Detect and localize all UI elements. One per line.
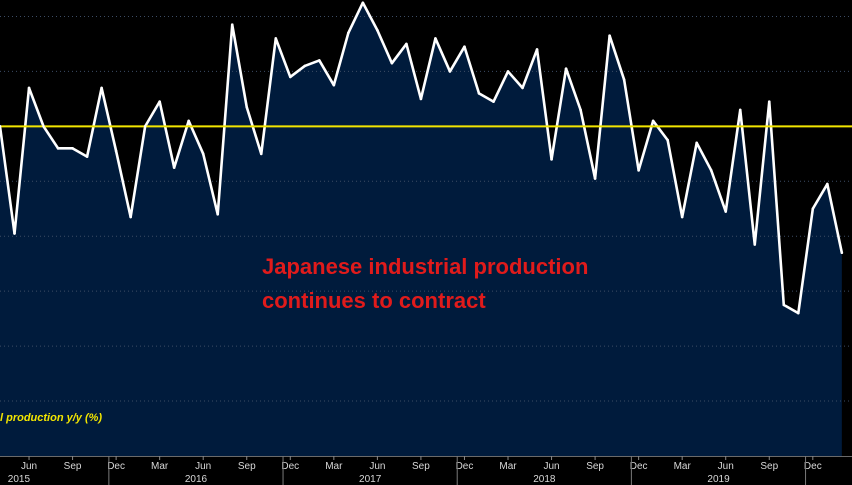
x-tick-label: Sep — [760, 461, 778, 472]
data-point — [361, 1, 365, 5]
data-point — [477, 92, 481, 95]
data-point — [347, 31, 350, 35]
data-point — [680, 215, 684, 219]
data-point — [13, 232, 16, 235]
data-point — [56, 147, 60, 150]
area-fill — [0, 2, 842, 457]
data-point — [521, 86, 524, 90]
data-point — [579, 108, 582, 112]
data-point — [143, 125, 147, 128]
data-point — [405, 42, 408, 46]
data-point — [216, 212, 220, 216]
x-tick-label: Dec — [456, 461, 474, 472]
x-tick-label: Sep — [238, 461, 256, 472]
data-point — [434, 37, 437, 40]
data-point — [288, 75, 292, 79]
data-point — [172, 166, 176, 169]
data-point — [826, 182, 829, 186]
data-point — [724, 210, 728, 213]
data-point — [840, 251, 844, 255]
data-point — [201, 152, 205, 156]
x-tick-label: Sep — [64, 461, 82, 472]
data-point — [85, 155, 89, 158]
data-point — [651, 119, 655, 123]
data-point — [187, 119, 190, 123]
chart-annotation-line-2: continues to contract — [262, 288, 486, 313]
data-point — [753, 243, 757, 246]
data-point — [796, 311, 800, 315]
x-tick-label: Jun — [21, 461, 37, 472]
data-point — [332, 83, 336, 87]
data-point — [419, 97, 423, 101]
data-point — [0, 125, 2, 128]
x-tick-label: Mar — [499, 461, 517, 472]
data-point — [100, 86, 103, 90]
data-point — [593, 177, 597, 180]
x-tick-label: Dec — [107, 461, 125, 472]
data-point — [492, 100, 495, 103]
data-point — [129, 215, 132, 219]
data-point — [390, 61, 394, 65]
data-point — [622, 78, 626, 81]
data-point — [42, 125, 45, 128]
x-tick-label: Jun — [718, 461, 734, 472]
x-axis: Jun Sep Dec Mar Jun Sep Dec Mar Jun Sep Dec Mar Jun S… — [0, 456, 852, 485]
x-tick-label: Jun — [195, 461, 211, 472]
x-tick-label: Jun — [543, 461, 559, 472]
year-label: 2015 — [8, 474, 31, 485]
x-tick-label: Dec — [630, 461, 648, 472]
data-point — [782, 303, 786, 307]
data-point — [695, 141, 698, 145]
x-tick-label: Mar — [151, 461, 169, 472]
x-tick-label: Mar — [674, 461, 692, 472]
data-point — [608, 34, 611, 38]
data-point — [550, 158, 553, 161]
data-point — [158, 100, 161, 103]
data-point — [463, 45, 466, 48]
data-point — [767, 100, 771, 103]
data-point — [506, 70, 510, 73]
x-tick-label: Jun — [369, 461, 385, 472]
x-tick-label: Sep — [412, 461, 430, 472]
data-point — [564, 67, 568, 70]
data-point — [637, 169, 640, 172]
data-point — [738, 108, 742, 112]
data-points — [0, 1, 844, 315]
year-label: 2017 — [359, 474, 382, 485]
x-axis-strip — [0, 456, 852, 485]
legend-label: l production y/y (%) — [0, 412, 102, 424]
data-point — [448, 70, 452, 73]
year-label: 2018 — [533, 474, 556, 485]
data-point — [259, 152, 263, 156]
data-point — [114, 149, 118, 153]
data-point — [274, 37, 278, 40]
year-label: 2019 — [707, 474, 730, 485]
data-point — [318, 59, 321, 62]
data-point — [376, 28, 379, 32]
data-point — [230, 23, 234, 27]
x-tick-label: Dec — [281, 461, 299, 472]
chart-annotation-line-1: Japanese industrial production — [262, 254, 588, 279]
data-point — [303, 64, 307, 68]
x-tick-label: Sep — [586, 461, 604, 472]
data-point — [27, 86, 31, 90]
x-tick-label: Dec — [804, 461, 822, 472]
data-point — [666, 138, 669, 142]
data-point — [245, 105, 249, 109]
data-point — [71, 147, 74, 150]
data-point — [535, 48, 539, 51]
data-point — [811, 207, 815, 211]
data-point — [709, 169, 713, 172]
x-tick-label: Mar — [325, 461, 343, 472]
year-label: 2016 — [185, 474, 208, 485]
